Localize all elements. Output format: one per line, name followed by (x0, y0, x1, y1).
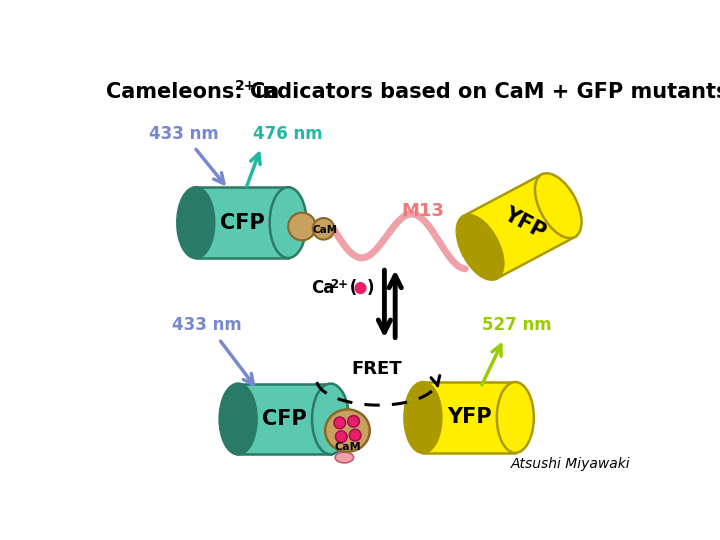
Text: Cameleons: Ca: Cameleons: Ca (106, 82, 279, 102)
Ellipse shape (335, 452, 354, 463)
Circle shape (334, 417, 346, 429)
Text: 433 nm: 433 nm (172, 316, 242, 334)
Ellipse shape (497, 382, 534, 453)
Text: CFP: CFP (262, 409, 307, 429)
Circle shape (348, 416, 359, 427)
Text: 527 nm: 527 nm (482, 316, 552, 334)
Text: ): ) (366, 279, 374, 297)
Ellipse shape (535, 173, 582, 238)
Circle shape (288, 213, 316, 240)
Text: Atsushi Miyawaki: Atsushi Miyawaki (511, 457, 631, 471)
Text: 2+: 2+ (330, 278, 348, 291)
Circle shape (312, 218, 334, 240)
Text: 2+: 2+ (235, 79, 256, 93)
Ellipse shape (177, 187, 215, 258)
Circle shape (355, 283, 366, 294)
Text: CaM: CaM (334, 442, 361, 453)
Polygon shape (196, 187, 288, 258)
Circle shape (336, 431, 347, 442)
Polygon shape (464, 174, 575, 279)
Text: 433 nm: 433 nm (149, 125, 219, 144)
Ellipse shape (270, 187, 307, 258)
Text: indicators based on CaM + GFP mutants: indicators based on CaM + GFP mutants (248, 82, 720, 102)
Polygon shape (423, 382, 516, 453)
Text: FRET: FRET (351, 360, 402, 378)
Text: CaM: CaM (312, 225, 338, 234)
Text: YFP: YFP (500, 204, 549, 242)
Ellipse shape (312, 383, 349, 455)
Text: Ca: Ca (311, 279, 335, 297)
Text: M13: M13 (402, 202, 444, 220)
Polygon shape (238, 383, 330, 455)
Circle shape (349, 429, 361, 441)
Ellipse shape (405, 382, 441, 453)
Text: 476 nm: 476 nm (253, 125, 323, 144)
Text: (: ( (343, 279, 357, 297)
Ellipse shape (325, 409, 370, 452)
Text: CFP: CFP (220, 213, 264, 233)
Text: YFP: YFP (447, 408, 492, 428)
Ellipse shape (220, 383, 256, 455)
Ellipse shape (456, 215, 503, 280)
